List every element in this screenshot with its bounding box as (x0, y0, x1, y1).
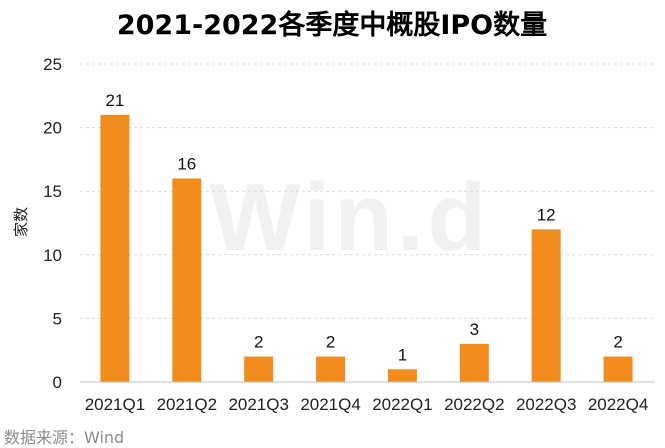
y-tick-label: 5 (53, 309, 62, 328)
x-tick-label: 2022Q1 (372, 395, 433, 414)
data-label: 2 (254, 333, 263, 352)
x-tick-label: 2021Q3 (228, 395, 289, 414)
bar (316, 356, 346, 382)
bar (459, 343, 489, 382)
y-tick-label: 25 (43, 55, 62, 74)
data-label: 2 (326, 333, 335, 352)
x-tick-label: 2022Q4 (588, 395, 649, 414)
bar (244, 356, 274, 382)
bar (387, 369, 417, 382)
watermark: Win.d (210, 164, 490, 271)
data-label: 3 (470, 320, 479, 339)
x-tick-label: 2021Q2 (157, 395, 218, 414)
data-label: 1 (398, 345, 407, 364)
x-tick-label: 2022Q3 (516, 395, 577, 414)
x-tick-labels: 2021Q1 2021Q2 2021Q3 2021Q4 2022Q1 2022Q2 2022… (85, 395, 649, 414)
x-tick-label: 2021Q4 (300, 395, 361, 414)
bar (603, 356, 633, 382)
y-tick-label: 20 (43, 119, 62, 138)
source-note: 数据来源：Wind (4, 428, 125, 447)
data-label: 21 (105, 91, 124, 110)
bars (100, 114, 633, 382)
y-tick-label: 15 (43, 182, 62, 201)
x-tick-label: 2022Q2 (444, 395, 505, 414)
data-label: 12 (537, 205, 556, 224)
bar (172, 178, 202, 382)
bar (531, 229, 561, 382)
y-tick-label: 10 (43, 246, 62, 265)
y-tick-labels: 0 5 10 15 20 25 (43, 55, 62, 392)
chart-title: 2021-2022各季度中概股IPO数量 (117, 9, 547, 41)
y-tick-label: 0 (53, 373, 62, 392)
y-axis-label: 家数 (12, 207, 30, 237)
data-label: 2 (613, 333, 622, 352)
bar (100, 114, 130, 382)
data-label: 16 (177, 154, 196, 173)
x-tick-label: 2021Q1 (85, 395, 146, 414)
